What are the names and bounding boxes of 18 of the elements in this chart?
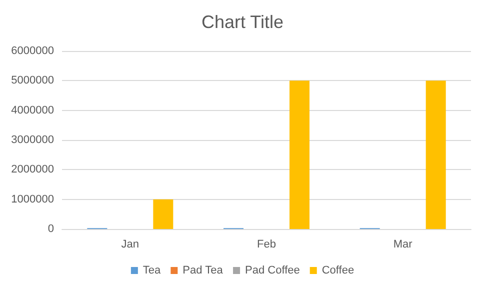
y-tick-label: 5000000	[11, 74, 54, 87]
y-tick-label: 6000000	[11, 45, 54, 57]
y-tick-label: 4000000	[11, 104, 54, 116]
legend-label: Pad Tea	[182, 264, 224, 276]
legend-label: Tea	[142, 264, 162, 276]
x-tick-label: Jan	[121, 238, 140, 250]
y-tick-label: 3000000	[11, 134, 54, 146]
y-tick-label: 2000000	[11, 164, 54, 176]
bar	[290, 80, 310, 229]
legend-label: Pad Coffee	[245, 264, 300, 276]
y-tick-label: 1000000	[11, 193, 54, 206]
x-tick-label: Feb	[257, 238, 276, 250]
bar	[153, 199, 174, 229]
y-tick-label: 0	[48, 223, 54, 235]
x-tick-label: Mar	[393, 238, 413, 250]
legend-label: Coffee	[322, 264, 354, 276]
bar	[426, 80, 446, 229]
chart-title: Chart Title	[201, 12, 284, 32]
